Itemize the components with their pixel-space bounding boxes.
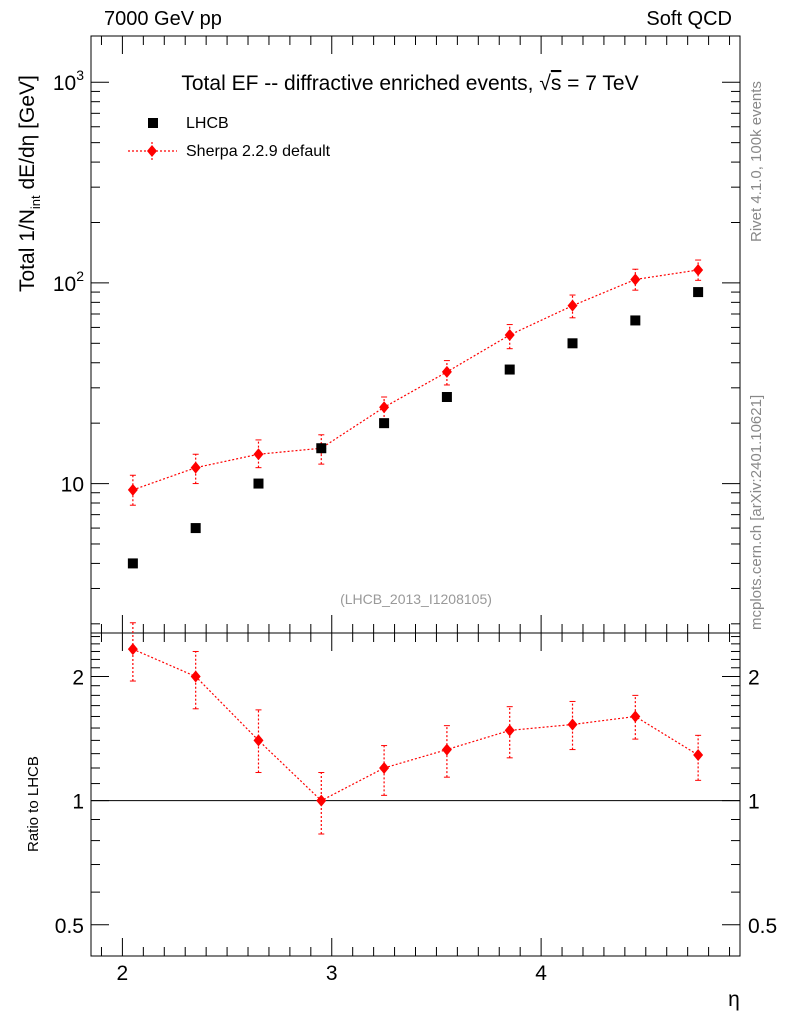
sherpa-point	[253, 448, 264, 461]
legend-sherpa-label: Sherpa 2.2.9 default	[186, 143, 331, 160]
legend-lhcb-label: LHCB	[186, 115, 229, 132]
main-tick-group: 10 102 103	[53, 36, 740, 633]
lhcb-point	[693, 287, 704, 298]
ratio-point	[127, 643, 138, 656]
x-tick-label: 2	[117, 962, 129, 985]
main-y-tick-label: 103	[53, 67, 84, 95]
sherpa-point	[190, 461, 201, 474]
ratio-point	[567, 718, 578, 731]
ratio-point	[379, 761, 390, 774]
sherpa-point	[127, 483, 138, 496]
sherpa-point	[379, 401, 390, 414]
ratio-plot-frame	[90, 632, 741, 957]
lhcb-point	[441, 392, 452, 403]
ratio-point	[253, 734, 264, 747]
sherpa-point	[441, 365, 452, 378]
analysis-label: (LHCB_2013_I1208105)	[340, 591, 492, 607]
main-y-axis-label: Total 1/Nint dE/dη [GeV]	[16, 75, 43, 292]
lhcb-point	[253, 478, 264, 489]
sherpa-point	[693, 263, 704, 276]
ratio-y-tick-label-right: 1	[748, 791, 760, 814]
sherpa-series-line	[132, 269, 699, 491]
lhcb-point	[190, 523, 201, 534]
x-axis-label: η	[728, 988, 740, 1011]
main-y-tick-label: 102	[53, 268, 84, 296]
ratio-y-tick-label-left: 0.5	[55, 915, 84, 938]
sherpa-point	[504, 329, 515, 342]
legend-lhcb-marker	[148, 118, 158, 128]
sherpa-point	[567, 299, 578, 312]
ratio-point	[190, 670, 201, 683]
ratio-series-line	[132, 648, 699, 802]
x-tick-label: 4	[535, 962, 547, 985]
plot-title: Total EF -- diffractive enriched events,…	[181, 72, 638, 95]
sherpa-point	[630, 273, 641, 286]
header-beam-label: 7000 GeV pp	[104, 8, 222, 30]
x-tick-label: 3	[326, 962, 338, 985]
main-y-tick-label: 10	[61, 474, 84, 497]
ratio-data-group	[127, 622, 704, 835]
lhcb-point	[567, 338, 578, 349]
lhcb-point	[127, 558, 138, 569]
lhcb-point	[379, 418, 390, 429]
ratio-y-tick-label-left: 1	[72, 791, 84, 814]
lhcb-point	[316, 443, 327, 454]
ratio-point	[630, 710, 641, 723]
ratio-tick-group: 0.5 0.5 1 1 2 2 2 3 4	[55, 633, 777, 985]
ratio-point	[693, 749, 704, 762]
main-data-group	[127, 259, 704, 569]
lhcb-point	[630, 315, 641, 326]
ratio-y-tick-label-left: 2	[72, 667, 84, 690]
ratio-y-tick-label-right: 2	[748, 667, 760, 690]
ratio-point	[504, 724, 515, 737]
ratio-y-tick-label-right: 0.5	[748, 915, 777, 938]
ratio-point	[441, 743, 452, 756]
ratio-point	[316, 794, 327, 807]
lhcb-point	[504, 364, 515, 375]
header-process-label: Soft QCD	[646, 8, 732, 30]
ratio-y-axis-label: Ratio to LHCB	[25, 756, 42, 852]
